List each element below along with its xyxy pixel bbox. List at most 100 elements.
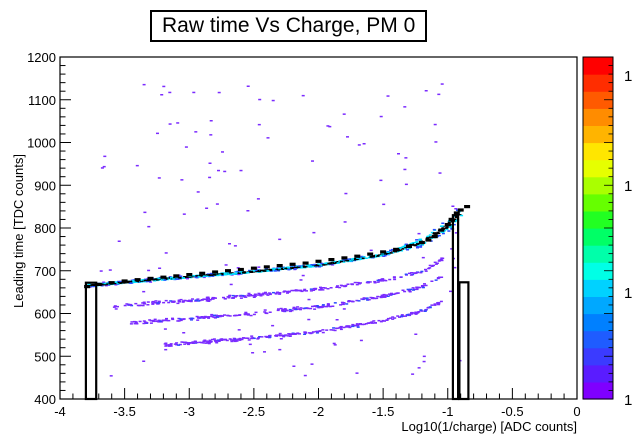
- scatter-cell: [236, 270, 240, 273]
- scatter-cell: [195, 315, 199, 318]
- scatter-cell: [263, 309, 267, 311]
- scatter-cell: [342, 261, 346, 263]
- scatter-cell: [234, 314, 237, 317]
- scatter-cell: [168, 123, 172, 125]
- profile-marker: [263, 265, 270, 269]
- scatter-cell: [360, 298, 364, 300]
- scatter-cell: [288, 335, 292, 337]
- scatter-cell: [386, 95, 390, 97]
- scatter-cell: [331, 305, 335, 307]
- colorbar-segment: [583, 279, 613, 297]
- scatter-cell: [257, 292, 261, 295]
- scatter-cell: [132, 320, 136, 323]
- scatter-cell: [130, 304, 134, 307]
- scatter-cell: [268, 336, 272, 338]
- profile-marker: [431, 235, 438, 239]
- scatter-cell: [103, 282, 107, 285]
- scatter-cell: [145, 280, 149, 283]
- scatter-cell: [404, 273, 408, 275]
- scatter-cell: [296, 332, 300, 334]
- scatter-cell: [438, 276, 441, 278]
- scatter-cell: [182, 318, 186, 320]
- scatter-cell: [217, 339, 220, 341]
- scatter-cell: [303, 288, 307, 291]
- scatter-cell: [274, 293, 278, 295]
- y-tick-label: 600: [34, 307, 56, 322]
- scatter-cell: [258, 98, 262, 101]
- scatter-cell: [246, 271, 250, 274]
- scatter-cell: [428, 306, 432, 308]
- scatter-cell: [420, 270, 424, 273]
- scatter-cell: [375, 254, 378, 256]
- scatter-cell: [403, 106, 407, 108]
- scatter-cell: [450, 227, 454, 229]
- scatter-cell: [346, 260, 350, 263]
- scatter-cell: [208, 176, 212, 179]
- scatter-cell: [316, 330, 320, 333]
- scatter-cell: [299, 307, 303, 309]
- scatter-cell: [239, 273, 243, 275]
- scatter-cell: [208, 299, 212, 301]
- scatter-cell: [284, 267, 288, 270]
- scatter-cell: [428, 234, 432, 236]
- scatter-cell: [187, 343, 190, 346]
- scatter-cell: [283, 308, 287, 310]
- scatter-cell: [290, 289, 294, 292]
- scatter-cell: [410, 311, 414, 314]
- x-axis-label: Log10(1/charge) [ADC counts]: [401, 419, 577, 434]
- scatter-cell: [339, 328, 343, 331]
- scatter-cell: [112, 306, 116, 308]
- scatter-cell: [256, 294, 260, 296]
- scatter-cell: [261, 269, 265, 272]
- scatter-cell: [421, 256, 425, 259]
- scatter-cell: [253, 294, 257, 296]
- profile-marker: [438, 228, 445, 232]
- scatter-cell: [383, 254, 387, 257]
- scatter-cell: [389, 252, 393, 254]
- scatter-cell: [426, 237, 430, 239]
- scatter-cell: [433, 123, 437, 126]
- scatter-cell: [158, 276, 162, 279]
- scatter-cell: [391, 248, 394, 251]
- scatter-cell: [292, 365, 296, 367]
- scatter-cell: [236, 267, 240, 269]
- scatter-cell: [386, 295, 390, 297]
- scatter-cell: [187, 342, 191, 345]
- scatter-cell: [333, 261, 337, 263]
- scatter-cell: [346, 259, 350, 262]
- scatter-cell: [207, 316, 211, 318]
- scatter-cell: [164, 252, 168, 254]
- scatter-cell: [307, 298, 311, 301]
- scatter-cell: [223, 274, 227, 276]
- scatter-cell: [402, 245, 406, 248]
- scatter-cell: [372, 255, 376, 258]
- scatter-cell: [306, 307, 310, 310]
- profile-marker: [425, 238, 432, 242]
- scatter-cell: [238, 339, 242, 341]
- scatter-cell: [342, 259, 346, 261]
- profile-marker: [121, 279, 128, 283]
- scatter-cell: [206, 273, 210, 275]
- scatter-cell: [419, 238, 423, 241]
- scatter-cell: [396, 292, 400, 294]
- y-tick-label: 1000: [27, 136, 56, 151]
- scatter-cell: [304, 332, 308, 334]
- scatter-cell: [143, 303, 147, 305]
- scatter-cell: [440, 257, 444, 259]
- scatter-cell: [299, 279, 303, 281]
- scatter-cell: [151, 303, 155, 305]
- scatter-cell: [405, 243, 408, 246]
- scatter-cell: [281, 308, 285, 311]
- scatter-cell: [307, 318, 311, 321]
- profile-marker: [199, 271, 206, 275]
- scatter-cell: [142, 290, 146, 293]
- scatter-cell: [419, 309, 423, 311]
- scatter-cell: [138, 320, 142, 323]
- scatter-cell: [303, 374, 307, 377]
- scatter-cell: [268, 269, 272, 272]
- scatter-cell: [432, 233, 436, 235]
- scatter-cell: [157, 319, 161, 322]
- scatter-cell: [435, 262, 439, 264]
- scatter-cell: [381, 319, 385, 322]
- scatter-cell: [233, 339, 237, 342]
